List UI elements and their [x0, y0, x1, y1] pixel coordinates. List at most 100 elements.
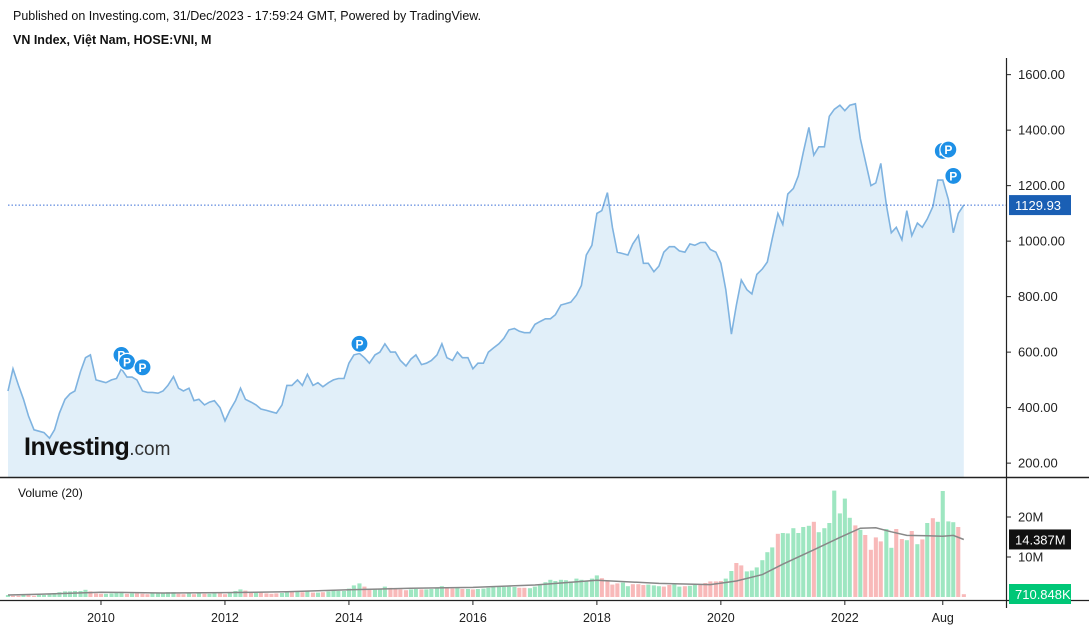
- x-tick-label: 2022: [831, 611, 859, 625]
- price-tick-label: 600.00: [1018, 345, 1058, 360]
- volume-bar: [326, 591, 331, 597]
- volume-bar: [734, 563, 739, 597]
- volume-bar: [248, 592, 253, 597]
- volume-bar: [729, 571, 734, 597]
- volume-bar: [63, 591, 68, 597]
- volume-bar: [946, 521, 951, 597]
- volume-bar: [925, 523, 930, 597]
- volume-bar: [305, 590, 310, 597]
- volume-bar: [930, 518, 935, 597]
- volume-bar: [21, 595, 26, 597]
- volume-bar: [212, 593, 217, 597]
- volume-bar: [124, 593, 129, 597]
- volume-bar: [940, 491, 945, 597]
- volume-bar: [176, 593, 181, 597]
- volume-bar: [873, 537, 878, 597]
- volume-bar: [408, 589, 413, 597]
- p-marker-circle: [944, 166, 963, 186]
- last-price-badge-bg: [1009, 195, 1071, 216]
- volume-ma-badge-bg: [1009, 529, 1071, 550]
- volume-bar: [279, 593, 284, 597]
- p-marker-label: P: [139, 361, 147, 375]
- volume-bar: [615, 583, 620, 597]
- volume-bar: [470, 589, 475, 597]
- volume-bar: [506, 586, 511, 597]
- volume-bar: [491, 587, 496, 597]
- volume-bar: [770, 547, 775, 597]
- investing-logo: Investing.com: [24, 433, 170, 462]
- volume-bar: [429, 589, 434, 597]
- volume-bar: [145, 594, 150, 597]
- chart-title: VN Index, Việt Nam, HOSE:VNI, M: [13, 33, 212, 47]
- volume-bar: [713, 581, 718, 597]
- volume-tick-label: 20M: [1018, 510, 1043, 525]
- volume-label: Volume (20): [18, 486, 83, 500]
- volume-bar: [367, 589, 372, 597]
- volume-bar: [341, 591, 346, 597]
- volume-bar: [377, 588, 382, 597]
- volume-bar: [512, 587, 517, 597]
- volume-bar: [253, 591, 258, 597]
- volume-bar: [47, 593, 52, 597]
- volume-bar: [842, 498, 847, 597]
- volume-bar: [36, 595, 41, 597]
- volume-bar: [258, 592, 263, 597]
- p-marker: P: [350, 334, 369, 353]
- x-tick-label: 2020: [707, 611, 735, 625]
- volume-bar: [744, 571, 749, 597]
- volume-bar: [274, 593, 279, 597]
- p-marker-label: P: [944, 143, 952, 157]
- axis-layer: 200.00 400.00 600.00 800.00 1000.00 1200.00 14…: [0, 58, 1089, 625]
- volume-bar: [57, 592, 62, 597]
- volume-bar: [382, 586, 387, 597]
- volume-bar: [78, 591, 83, 597]
- last-volume-badge-bg: [1009, 584, 1071, 604]
- x-tick-label: 2016: [459, 611, 487, 625]
- volume-bar: [393, 588, 398, 597]
- volume-bar: [233, 591, 238, 597]
- volume-bar: [878, 541, 883, 597]
- volume-bar: [651, 585, 656, 597]
- volume-bar: [646, 584, 651, 597]
- volume-bar: [289, 591, 294, 597]
- p-marker-label: P: [355, 337, 363, 351]
- volume-bar: [889, 547, 894, 597]
- price-line: [7, 102, 965, 440]
- volume-bar: [589, 578, 594, 597]
- volume-bar: [956, 527, 961, 597]
- volume-bar: [791, 528, 796, 597]
- volume-bar: [868, 549, 873, 597]
- volume-bar: [630, 584, 635, 597]
- price-tick-label: 1200.00: [1018, 178, 1065, 193]
- x-tick-label: 2012: [211, 611, 239, 625]
- volume-bar: [625, 586, 630, 597]
- volume-bar: [501, 587, 506, 597]
- volume-bar: [444, 587, 449, 597]
- volume-bar: [672, 584, 677, 597]
- badge-layer: 1129.93 14.387M 710.848K: [1009, 195, 1071, 604]
- volume-ma-badge: 14.387M: [1009, 529, 1071, 550]
- volume-bar: [749, 570, 754, 597]
- volume-bar: [460, 589, 465, 597]
- volume-bar: [119, 591, 124, 597]
- volume-bar: [548, 579, 553, 597]
- volume-bar: [806, 525, 811, 597]
- volume-bar: [703, 583, 708, 597]
- volume-bar: [372, 589, 377, 597]
- volume-bar: [310, 592, 315, 597]
- volume-bar: [388, 587, 393, 597]
- volume-bar: [801, 527, 806, 597]
- volume-bar: [222, 594, 227, 597]
- volume-bar: [465, 589, 470, 597]
- volume-bar: [610, 584, 615, 597]
- volume-bar: [698, 584, 703, 597]
- volume-bar: [26, 595, 31, 597]
- price-layer: PPPPPPP: [7, 102, 1006, 478]
- volume-bar: [568, 581, 573, 597]
- volume-bar: [636, 584, 641, 597]
- volume-bar: [481, 588, 486, 597]
- volume-bar: [331, 590, 336, 597]
- p-marker: P: [944, 166, 963, 186]
- volume-bar: [537, 584, 542, 597]
